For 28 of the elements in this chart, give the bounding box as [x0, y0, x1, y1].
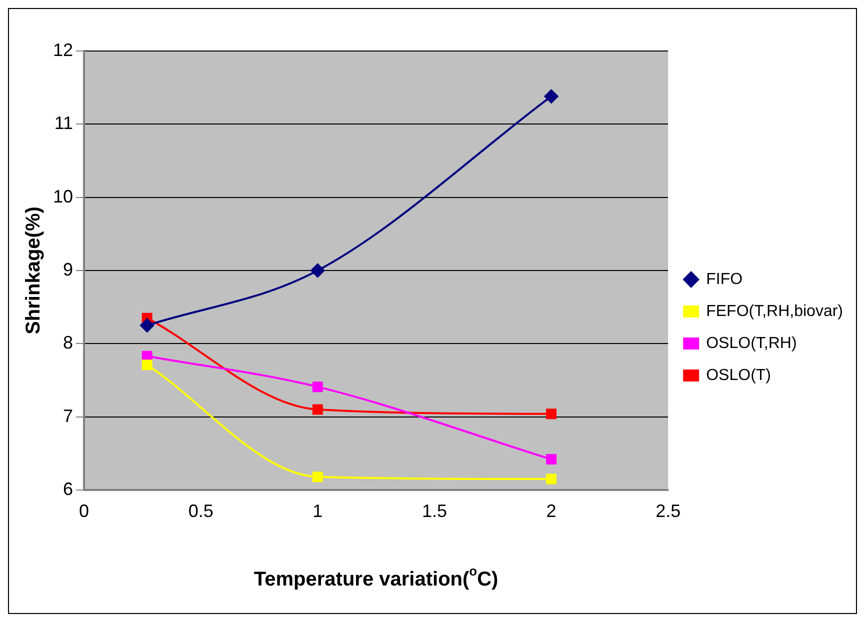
point: [142, 360, 152, 370]
y-tick-label: 10: [52, 186, 74, 206]
point: [310, 264, 325, 278]
point: [546, 474, 557, 484]
point: [312, 472, 323, 482]
legend-label: FEFO(T,RH,biovar): [706, 302, 844, 320]
x-tick-label: 2: [546, 500, 556, 521]
x-tick-label: 0: [79, 500, 90, 521]
point: [544, 89, 558, 104]
y-axis-title: Shrinkage(%): [22, 206, 45, 334]
point: [312, 382, 323, 392]
x-tick-label: 2.5: [656, 500, 681, 521]
point: [546, 454, 557, 465]
y-tick-label: 8: [63, 332, 74, 353]
legend-label: OSLO(T,RH): [706, 334, 797, 352]
x-tick-label: 0.5: [188, 500, 214, 521]
y-tick-label: 9: [63, 259, 74, 280]
y-tick-label: 11: [54, 113, 74, 134]
point: [546, 408, 557, 420]
point: [312, 404, 323, 415]
legend-label: FIFO: [706, 270, 743, 288]
legend-label: OSLO(T): [706, 366, 771, 384]
y-tick-label: 6: [63, 478, 74, 499]
point: [140, 318, 154, 332]
y-tick-label: 7: [63, 406, 74, 426]
y-tick-label: 12: [52, 40, 74, 60]
x-tick-label: 1: [312, 500, 323, 521]
x-tick-label: 1.5: [422, 500, 447, 521]
